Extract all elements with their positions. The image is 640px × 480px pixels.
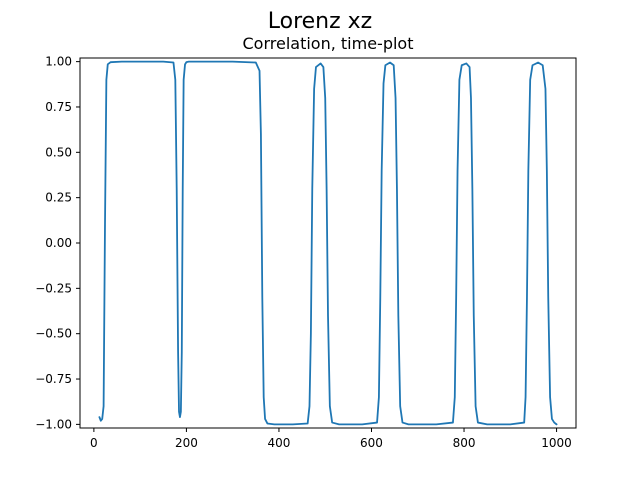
y-tick-label: −0.25 [35,281,72,295]
y-axis: 1.00 0.75 0.50 0.25 0.00 −0.25 −0.50 −0.75 −1.00 [35,55,80,431]
y-tick-label: −0.50 [35,327,72,341]
y-tick-label: 0.50 [45,145,72,159]
y-tick-label: 0.25 [45,191,72,205]
x-tick-label: 200 [175,436,198,450]
x-tick-label: 800 [453,436,476,450]
y-tick-label: 0.00 [45,236,72,250]
y-tick-label: −1.00 [35,417,72,431]
y-tick-label: −0.75 [35,372,72,386]
figure-suptitle: Lorenz xz [268,9,372,34]
x-tick-label: 400 [268,436,291,450]
x-tick-label: 0 [90,436,98,450]
x-axis: 0 200 400 600 800 1000 [90,428,572,450]
x-tick-label: 600 [360,436,383,450]
y-tick-label: 0.75 [45,100,72,114]
series-layer [98,60,558,426]
axes-frame [79,57,577,429]
series-line-0 [98,60,558,426]
y-tick-label: 1.00 [45,55,72,69]
x-tick-label: 1000 [541,436,572,450]
chart-title: Correlation, time-plot [243,34,414,53]
